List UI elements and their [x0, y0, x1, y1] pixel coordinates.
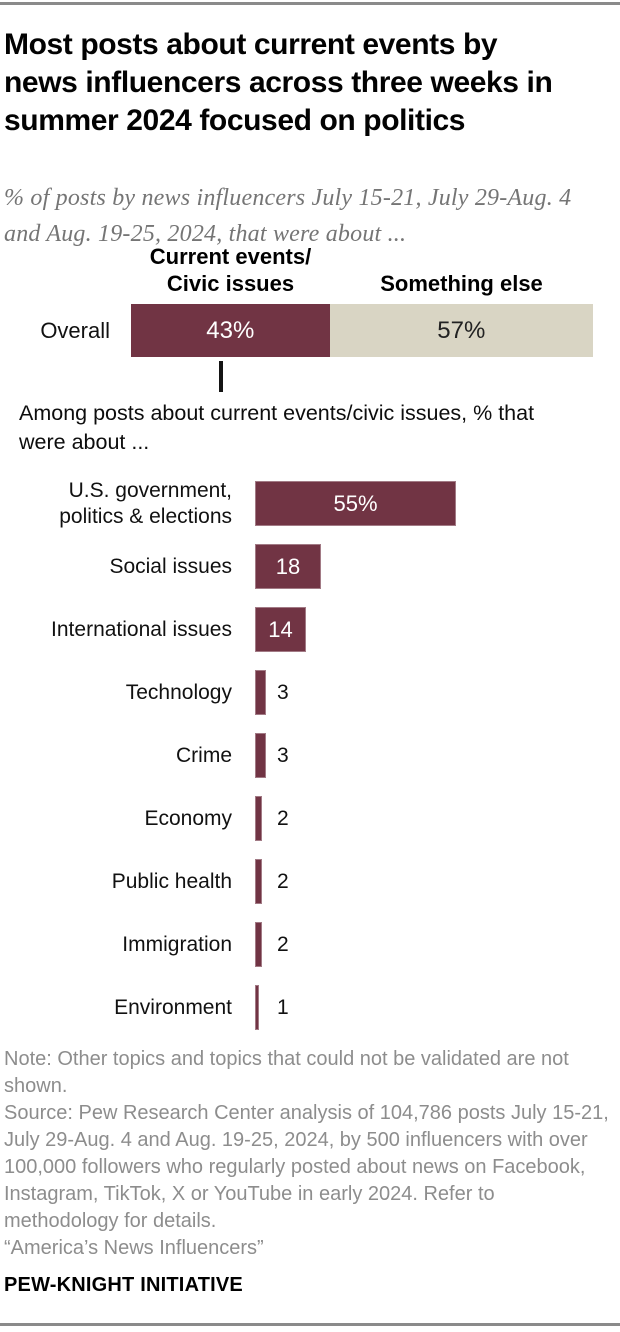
report-title-line: “America’s News Influencers” [4, 1237, 264, 1259]
table-row: Immigration 2 [0, 913, 620, 976]
value-label: 3 [277, 681, 289, 704]
title-line: summer 2024 focused on politics [4, 104, 466, 137]
topic-bar [255, 859, 262, 904]
section-intro: Among posts about current events/civic i… [19, 399, 599, 457]
row-label: Immigration [122, 932, 232, 956]
value-label: 3 [277, 744, 289, 767]
value-label: 2 [277, 933, 289, 956]
page-title: Most posts about current events by news … [4, 26, 614, 140]
row-label-overall: Overall [40, 318, 110, 343]
legend-current-events: Current events/ Civic issues [131, 243, 330, 297]
footnotes: Note: Other topics and topics that could… [4, 1046, 616, 1262]
topic-bar-rows: U.S. government, politics & elections 55% S… [0, 472, 620, 1039]
value-label: 2 [277, 870, 289, 893]
value-label: 55% [333, 490, 378, 516]
legend-something-else: Something else [380, 271, 543, 296]
row-label: Economy [144, 806, 232, 830]
topic-bar: 14 [255, 607, 306, 652]
source-line: Source: Pew Research Center analysis of … [4, 1102, 609, 1124]
value-label: 1 [277, 996, 289, 1019]
source-line: July 29-Aug. 4 and Aug. 19-25, 2024, by … [4, 1129, 588, 1151]
connector-line [219, 361, 223, 392]
value-label: 18 [275, 553, 301, 579]
topic-bar [255, 733, 266, 778]
segment-current-events: 43% [131, 304, 330, 357]
bottom-rule [0, 1323, 620, 1326]
topic-bar [255, 670, 266, 715]
row-label: Technology [125, 680, 232, 704]
segment-something-else: 57% [329, 304, 593, 357]
table-row: Technology 3 [0, 661, 620, 724]
top-rule [0, 2, 620, 5]
table-row: Economy 2 [0, 787, 620, 850]
source-line: methodology for details. [4, 1210, 217, 1232]
title-line: Most posts about current events by [4, 28, 498, 61]
topic-bar: 18 [255, 544, 321, 589]
segment-value-label: 57% [437, 316, 486, 344]
value-label: 14 [268, 616, 293, 642]
chart-subtitle: % of posts by news influencers July 15-2… [4, 180, 616, 252]
segment-value-label: 43% [206, 316, 255, 344]
intro-line: Among posts about current events/civic i… [19, 401, 535, 425]
table-row: Environment 1 [0, 976, 620, 1039]
subtitle-line: % of posts by news influencers July 15-2… [4, 185, 572, 211]
topic-bar [255, 922, 262, 967]
note-line: shown. [4, 1075, 68, 1097]
legend-line: Current events/ [149, 244, 312, 269]
source-line: Instagram, TikTok, X or YouTube in early… [4, 1183, 495, 1205]
note-line: Note: Other topics and topics that could… [4, 1048, 569, 1070]
row-label: International issues [51, 617, 232, 641]
overall-stacked-bar: 43% 57% [131, 304, 593, 357]
row-label: Public health [111, 869, 232, 893]
row-label: Crime [176, 743, 232, 767]
table-row: Crime 3 [0, 724, 620, 787]
topic-bar [255, 985, 259, 1030]
table-row: Social issues 18 [0, 535, 620, 598]
row-label: Environment [114, 995, 232, 1019]
title-line: news influencers across three weeks in [4, 66, 553, 99]
value-label: 2 [277, 807, 289, 830]
brand-label: PEW-KNIGHT INITIATIVE [4, 1274, 243, 1296]
row-label: Social issues [109, 554, 232, 578]
table-row: International issues 14 [0, 598, 620, 661]
subtitle-line: and Aug. 19-25, 2024, that were about ..… [4, 221, 407, 247]
topic-bar [255, 796, 262, 841]
row-label: U.S. government, politics & elections [59, 478, 232, 528]
legend-line: Civic issues [166, 271, 295, 296]
source-line: 100,000 followers who regularly posted a… [4, 1156, 586, 1178]
table-row: Public health 2 [0, 850, 620, 913]
table-row: U.S. government, politics & elections 55% [0, 472, 620, 535]
intro-line: were about ... [19, 430, 150, 454]
topic-bar: 55% [255, 481, 456, 526]
